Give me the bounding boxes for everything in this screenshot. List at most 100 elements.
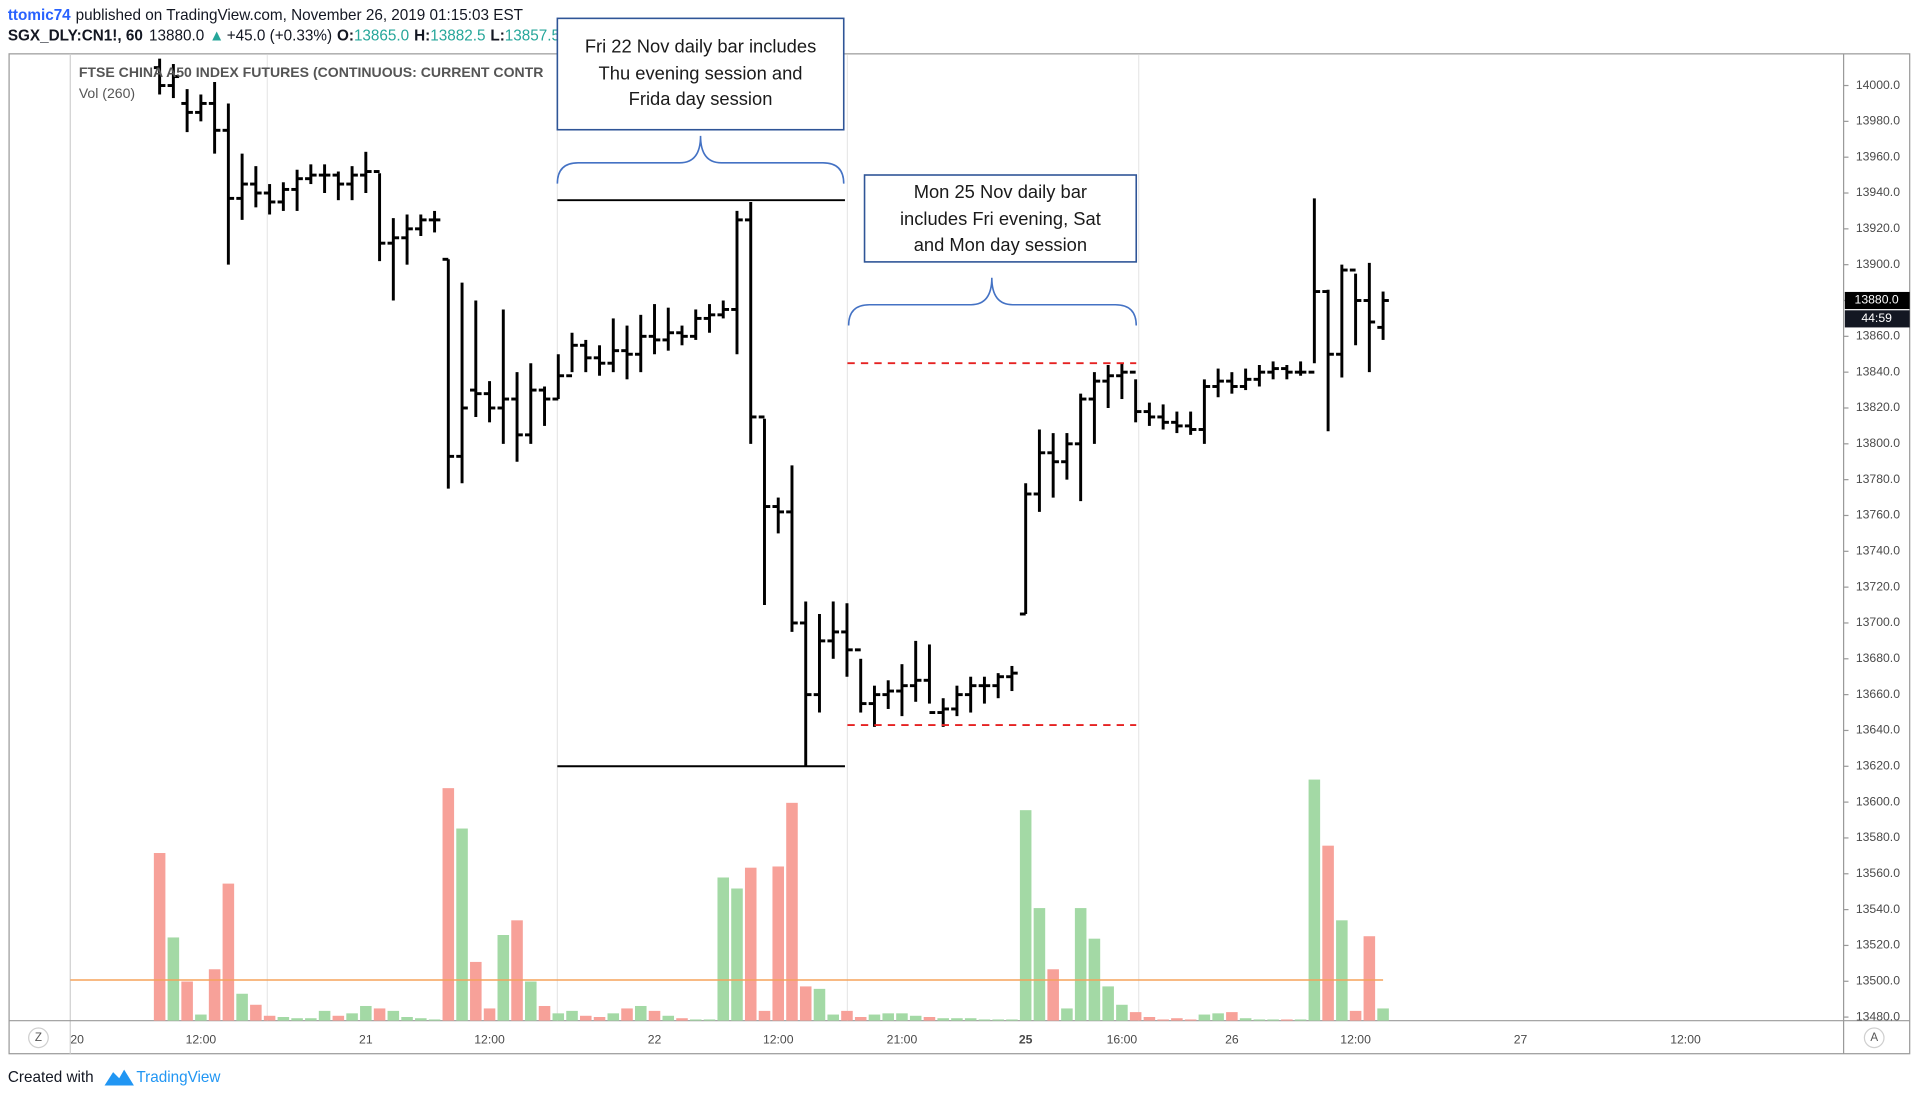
- volume-bar: [1129, 1012, 1142, 1021]
- x-tick-label: 26: [1225, 1032, 1239, 1046]
- annotation-text: and Mon day session: [914, 234, 1087, 255]
- volume-bar: [538, 1005, 551, 1021]
- y-tick-label: 13520.0: [1856, 938, 1900, 952]
- volume-bar: [566, 1010, 578, 1021]
- volume-bar: [978, 1019, 991, 1021]
- volume-bar: [291, 1018, 303, 1021]
- volume-bar: [415, 1018, 427, 1021]
- volume-bar: [580, 1015, 592, 1021]
- volume-bar: [882, 1013, 894, 1021]
- volume-bar: [634, 1005, 647, 1021]
- x-tick-label: 12:00: [1340, 1032, 1371, 1046]
- volume-bar: [236, 993, 248, 1021]
- volume-bar: [1239, 1018, 1252, 1021]
- volume-bar: [772, 866, 785, 1021]
- volume-bar: [744, 867, 757, 1021]
- volume-bar: [318, 1010, 331, 1021]
- volume-bar: [1184, 1019, 1197, 1021]
- annotation-text: Frida day session: [629, 88, 773, 109]
- open-value: 13865.0: [354, 28, 409, 45]
- volume-bar: [607, 1013, 620, 1021]
- volume-bar: [195, 1014, 207, 1021]
- session-lines: [266, 55, 1140, 1021]
- volume-label: Vol (260): [79, 85, 135, 101]
- volume-bar: [1116, 1004, 1128, 1021]
- chart-title: FTSE CHINA A50 INDEX FUTURES (CONTINUOUS…: [79, 64, 544, 80]
- author: ttomic74: [8, 7, 71, 24]
- volume-bar: [1363, 936, 1376, 1021]
- change: +45.0 (+0.33%): [227, 28, 332, 45]
- volume-bar: [1157, 1019, 1169, 1021]
- volume-bar: [470, 961, 482, 1021]
- x-tick-label: 21:00: [887, 1032, 918, 1046]
- x-tick-label: 12:00: [186, 1032, 217, 1046]
- volume-bar: [250, 1004, 262, 1021]
- volume-bar: [373, 1008, 386, 1021]
- y-tick-label: 13500.0: [1856, 973, 1900, 987]
- last-price-label: 13880.0: [1855, 293, 1899, 307]
- button-a-label[interactable]: A: [1870, 1031, 1878, 1044]
- volume-bar: [360, 1005, 372, 1021]
- volume-bar: [676, 1018, 688, 1021]
- volume-bar: [951, 1018, 963, 1021]
- volume-bar: [593, 1017, 606, 1021]
- volume-bar: [1377, 1008, 1389, 1021]
- volume-bar: [1294, 1019, 1307, 1021]
- volume-bar: [332, 1015, 345, 1021]
- x-tick-label: 12:00: [763, 1032, 794, 1046]
- y-tick-label: 13940.0: [1856, 185, 1900, 199]
- volume-bar: [1074, 908, 1087, 1021]
- y-tick-label: 13720.0: [1856, 579, 1900, 593]
- volume-bar: [1143, 1017, 1156, 1021]
- volume-bar: [786, 802, 798, 1021]
- volume-bar: [305, 1018, 317, 1021]
- y-tick-label: 14000.0: [1856, 78, 1900, 92]
- y-tick-label: 13580.0: [1856, 830, 1900, 844]
- annotation-1: Fri 22 Nov daily bar includes Thu evenin…: [556, 17, 845, 184]
- annotation-text: Mon 25 Nov daily bar: [914, 181, 1087, 202]
- y-tick-label: 13640.0: [1856, 723, 1900, 737]
- volume-bar: [827, 1014, 839, 1021]
- volume-bar: [552, 1013, 565, 1021]
- button-z-label[interactable]: Z: [35, 1031, 42, 1044]
- button-a[interactable]: [1863, 1027, 1885, 1049]
- x-tick-label: 16:00: [1107, 1032, 1138, 1046]
- volume-bar: [896, 1013, 908, 1021]
- volume-bar: [662, 1015, 675, 1021]
- open-key: O:: [337, 28, 354, 45]
- y-tick-label: 13620.0: [1856, 759, 1900, 773]
- x-tick-label: 12:00: [474, 1032, 505, 1046]
- volume-bar: [621, 1008, 633, 1021]
- y-tick-label: 13680.0: [1856, 651, 1900, 665]
- volume-bar: [813, 988, 826, 1021]
- symbol: SGX_DLY:CN1!, 60: [8, 28, 143, 45]
- annotation-box: [556, 17, 845, 131]
- last-value: 13880.0: [149, 28, 204, 45]
- high-value: 13882.5: [430, 28, 485, 45]
- header-line: ttomic74 published on TradingView.com, No…: [8, 7, 523, 24]
- volume-bar: [964, 1018, 977, 1021]
- volume-bar: [854, 1017, 867, 1021]
- button-z[interactable]: [28, 1027, 49, 1049]
- footer-text: Created with: [8, 1069, 94, 1086]
- volume-bar: [456, 828, 468, 1021]
- volume-bar: [1336, 920, 1348, 1021]
- volume-bar: [689, 1019, 702, 1021]
- countdown-box: [1844, 310, 1910, 328]
- high-key: H:: [414, 28, 430, 45]
- y-tick-label: 13540.0: [1856, 902, 1900, 916]
- annotation-text: includes Fri evening, Sat: [900, 208, 1101, 229]
- volume-bar: [799, 986, 812, 1021]
- change-arrow: ▲: [209, 28, 224, 45]
- volume-bar: [428, 1019, 441, 1021]
- volume-bar: [1349, 1010, 1362, 1021]
- volume-bar: [758, 1010, 771, 1021]
- volume-bar: [1212, 1013, 1224, 1021]
- x-tick-label: 20: [70, 1032, 84, 1046]
- volume-bar: [703, 1019, 716, 1021]
- volume-layer: [70, 779, 1389, 1021]
- y-tick-label: 13980.0: [1856, 114, 1900, 128]
- volume-bar: [937, 1018, 949, 1021]
- volume-bar: [525, 981, 537, 1021]
- y-tick-label: 13780.0: [1856, 472, 1900, 486]
